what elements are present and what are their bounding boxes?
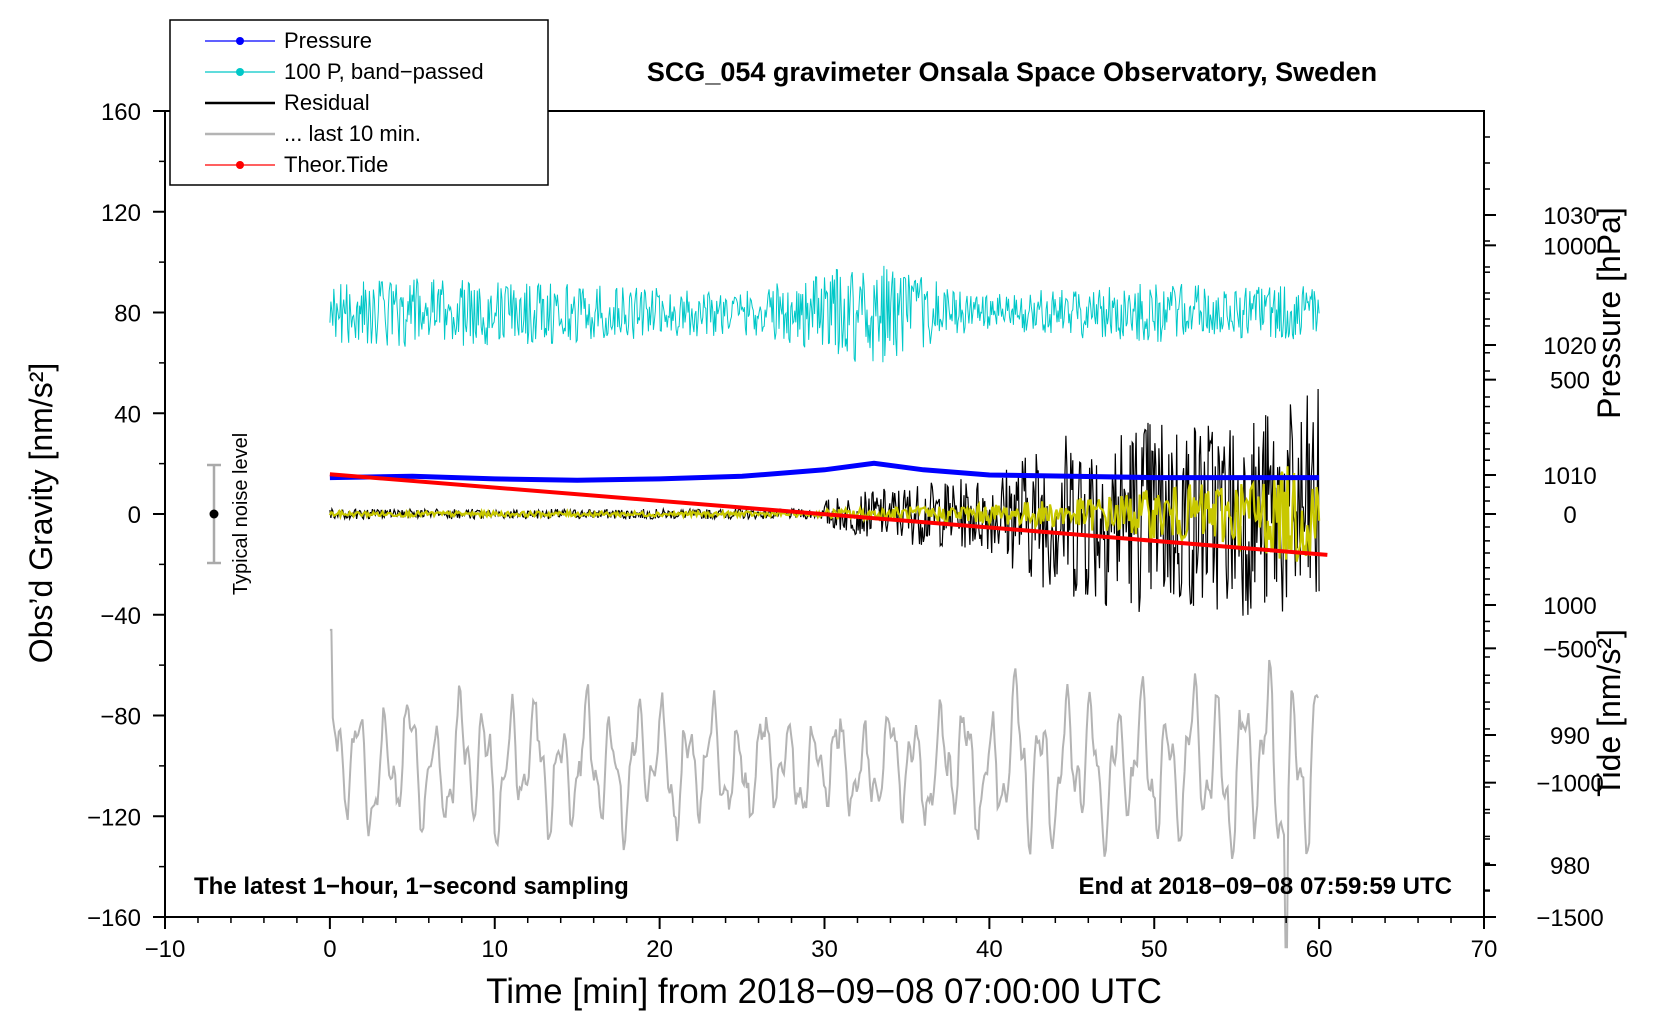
- legend-label-last-10-min: ... last 10 min.: [284, 121, 421, 146]
- legend-label-pressure: Pressure: [284, 28, 372, 53]
- series-last-10-min: [329, 628, 1319, 949]
- y-pressure-tick-label: 1000: [1543, 593, 1596, 620]
- legend-entry-band-passed: 100 P, band−passed: [205, 59, 484, 84]
- y-tide-tick-label: 1000: [1543, 233, 1596, 260]
- series-pressure: [329, 460, 1320, 483]
- noise-indicator: Typical noise level: [207, 433, 252, 595]
- y-left-tick-label: −80: [100, 704, 141, 731]
- legend-entry-pressure: Pressure: [205, 28, 372, 53]
- legend-entry-theor-tide: Theor.Tide: [205, 152, 388, 177]
- x-tick-label: 60: [1306, 936, 1333, 963]
- y-tide-tick-label: −500: [1543, 636, 1597, 663]
- series-residual: [329, 388, 1320, 616]
- y-pressure-tick-label: 980: [1550, 853, 1590, 880]
- y-left-tick-label: 160: [101, 99, 141, 126]
- series-band-passed-pressure: [329, 265, 1320, 363]
- y-pressure-tick-label: 1010: [1543, 463, 1596, 490]
- noise-label: Typical noise level: [230, 433, 252, 595]
- annotation-sampling: The latest 1−hour, 1−second sampling: [194, 873, 629, 900]
- y-tide-tick-label: 0: [1563, 502, 1576, 529]
- y-tide-tick-label: −1000: [1536, 771, 1603, 798]
- annotation-end-time: End at 2018−09−08 07:59:59 UTC: [1078, 873, 1452, 900]
- y-axis-left-label: Obs’d Gravity [nm/s²]: [23, 363, 59, 664]
- x-tick-label: −10: [145, 936, 186, 963]
- y-left-tick-label: −160: [87, 905, 141, 932]
- x-tick-label: 0: [323, 936, 336, 963]
- y-left-tick-label: 40: [114, 401, 141, 428]
- x-tick-label: 40: [976, 936, 1003, 963]
- legend-label-residual: Residual: [284, 90, 370, 115]
- y-pressure-tick-label: 990: [1550, 723, 1590, 750]
- y-pressure-tick-label: 1020: [1543, 333, 1596, 360]
- y-pressure-tick-label: 1030: [1543, 203, 1596, 230]
- legend: Pressure 100 P, band−passed Residual ...…: [169, 19, 549, 186]
- legend-entry-residual: Residual: [205, 90, 370, 115]
- legend-label-theor-tide: Theor.Tide: [284, 152, 388, 177]
- axes-layer: −10 0 10 20 30 40 50 60 70−160−120−80−4004080120…: [87, 99, 1604, 963]
- y-left-tick-label: 80: [114, 301, 141, 328]
- y-left-tick-label: −40: [100, 603, 141, 630]
- y-left-tick-label: 120: [101, 200, 141, 227]
- legend-marker-pressure: [236, 37, 244, 45]
- legend-entry-last-10-min: ... last 10 min.: [205, 121, 421, 146]
- x-tick-label: 10: [481, 936, 508, 963]
- series-layer: [328, 265, 1328, 949]
- chart-title: SCG_054 gravimeter Onsala Space Observat…: [647, 57, 1377, 87]
- y-axis-tide-label: Tide [nm/s²]: [1591, 629, 1627, 797]
- legend-label-band-passed: 100 P, band−passed: [284, 59, 484, 84]
- x-tick-label: 20: [646, 936, 673, 963]
- y-tide-tick-label: 500: [1550, 368, 1590, 395]
- noise-bar-center: [209, 509, 219, 519]
- x-tick-label: 70: [1471, 936, 1498, 963]
- x-tick-label: 30: [811, 936, 838, 963]
- y-tide-tick-label: −1500: [1536, 905, 1603, 932]
- x-tick-label: 50: [1141, 936, 1168, 963]
- y-left-tick-label: 0: [128, 502, 141, 529]
- legend-marker-theor-tide: [236, 161, 244, 169]
- legend-marker-band-passed: [236, 68, 244, 76]
- y-axis-pressure-label: Pressure [hPa]: [1591, 207, 1627, 419]
- x-axis-label: Time [min] from 2018−09−08 07:00:00 UTC: [486, 972, 1162, 1011]
- y-left-tick-label: −120: [87, 804, 141, 831]
- series-theor-tide: [329, 472, 1328, 557]
